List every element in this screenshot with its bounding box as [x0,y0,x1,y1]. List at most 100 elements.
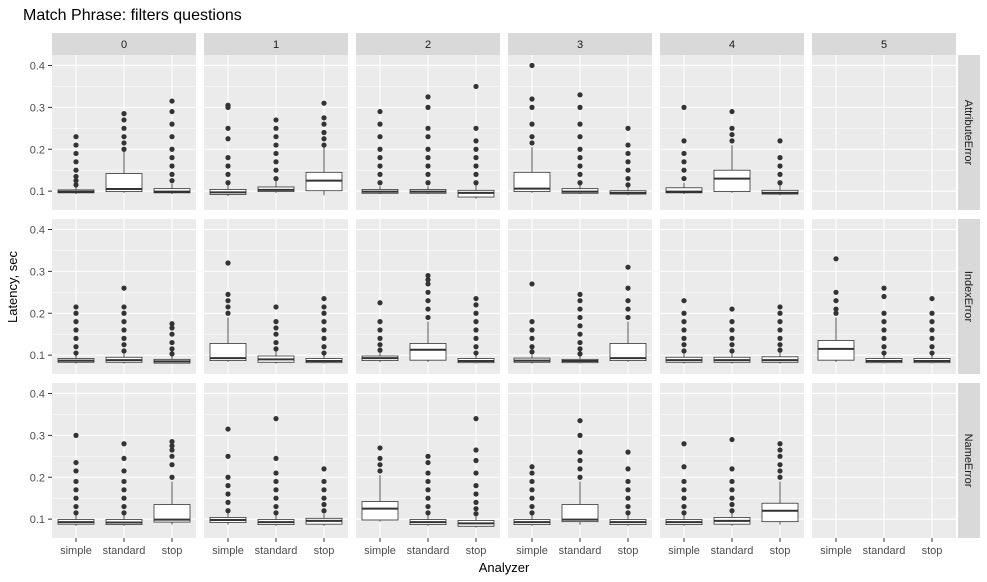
chart-title: Match Phrase: filters questions [23,7,242,24]
outlier-point [929,310,935,316]
outlier-point [777,335,783,341]
outlier-point [729,501,735,508]
strip-label-col: 3 [577,39,583,51]
outlier-point [529,349,535,355]
outlier-point [73,159,79,165]
strip-background [508,33,652,55]
facet-panel [204,383,348,538]
box-stop [153,321,191,364]
outlier-point [577,163,583,169]
x-tick-label: standard [711,545,754,557]
facet-strip-col: 1 [204,33,348,55]
outlier-point [777,155,783,161]
facet-panel [508,219,652,374]
outlier-point [225,453,231,459]
box-simple [513,62,551,193]
strip-label-row: NameError [962,434,974,488]
y-tick-label: 0.3 [30,430,45,442]
outlier-point [577,339,583,346]
box-standard [713,108,751,193]
box-stop [609,264,647,362]
outlier-point [121,348,127,354]
outlier-point [473,491,479,497]
outlier-point [273,470,279,476]
y-tick-label: 0.4 [30,388,45,400]
outlier-point [577,155,583,161]
outlier-point [681,159,687,165]
outlier-point [377,134,383,140]
outlier-point [625,510,631,516]
outlier-point [681,503,687,510]
outlier-point [273,142,279,148]
outlier-point [321,310,327,316]
outlier-point [169,146,175,152]
outlier-point [777,468,783,474]
outlier-point [377,121,383,127]
box-standard [561,418,599,525]
outlier-point [169,121,175,127]
outlier-point [729,327,735,333]
outlier-point [625,264,631,270]
outlier-point [169,346,175,352]
outlier-point [121,140,127,146]
facet-panel [356,55,500,210]
y-tick-label: 0.2 [30,308,45,320]
outlier-point [929,327,935,333]
outlier-point [729,125,735,131]
outlier-point [273,416,279,422]
outlier-point [169,331,175,337]
box-standard [409,453,447,526]
outlier-point [321,508,327,514]
box-stop [153,98,191,195]
strip-background [52,33,196,55]
outlier-point [169,155,175,161]
outlier-point [529,104,535,110]
facet-strip-col: 5 [812,33,956,55]
outlier-point [473,125,479,131]
outlier-point [169,443,175,449]
outlier-point [777,327,783,333]
outlier-point [225,491,231,497]
box-body [409,343,447,361]
outlier-point [121,455,127,462]
box-simple [665,104,703,195]
outlier-point [121,487,127,493]
outlier-point [73,510,79,516]
outlier-point [625,495,631,501]
outlier-point [777,474,783,480]
outlier-point [225,102,231,108]
outlier-point [377,146,383,152]
outlier-point [73,150,79,157]
facet-panel [508,55,652,210]
outlier-point [377,319,383,325]
outlier-point [321,487,327,493]
outlier-point [169,321,175,327]
facet-panel [52,383,196,538]
outlier-point [169,474,175,480]
facet-panel [660,55,804,210]
outlier-point [321,344,327,350]
facet-panel [812,383,956,538]
outlier-point [121,319,127,325]
outlier-point [321,100,327,106]
outlier-point [577,306,583,312]
outlier-point [273,455,279,462]
outlier-point [169,171,175,177]
outlier-point [273,346,279,352]
outlier-point [473,295,479,302]
outlier-point [881,335,887,341]
outlier-point [169,178,175,184]
outlier-point [425,289,431,295]
outlier-point [273,150,279,157]
outlier-point [473,138,479,144]
outlier-point [321,335,327,341]
outlier-point [425,180,431,186]
outlier-point [273,495,279,501]
outlier-point [121,478,127,485]
outlier-point [833,306,839,312]
x-tick-label: stop [314,545,335,557]
outlier-point [625,503,631,510]
outlier-point [577,298,583,304]
facet-panel [508,383,652,538]
